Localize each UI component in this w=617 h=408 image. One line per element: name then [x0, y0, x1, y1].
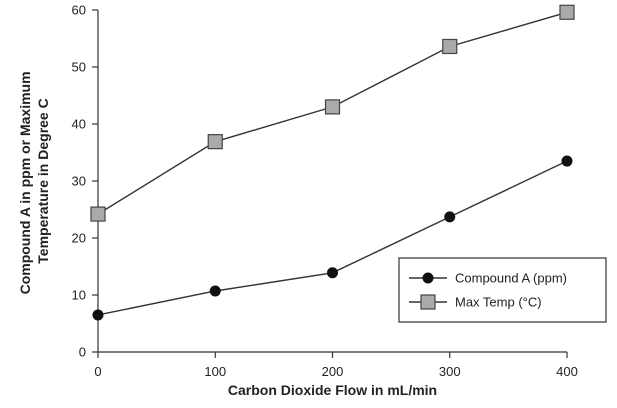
y-tick-label: 0: [79, 345, 86, 360]
x-tick-label: 100: [204, 364, 226, 379]
y-tick-label: 40: [72, 117, 86, 132]
y-tick-label: 50: [72, 60, 86, 75]
x-tick-label: 0: [94, 364, 101, 379]
y-tick-label: 10: [72, 288, 86, 303]
x-tick-label: 400: [556, 364, 578, 379]
x-tick-label: 200: [322, 364, 344, 379]
data-point-circle: [561, 155, 573, 167]
legend-marker-square: [420, 294, 436, 310]
series-max-temp: [90, 4, 575, 222]
data-point-circle: [92, 309, 104, 321]
legend-box: [398, 257, 607, 323]
y-axis-title-line-1: Compound A in ppm or Maximum: [17, 71, 33, 294]
y-axis-title-line-2: Temperature in Degree C: [35, 98, 51, 263]
series-lines: [90, 4, 575, 321]
y-tick-label: 20: [72, 231, 86, 246]
y-axis-title: Compound A in ppm or Maximum Temperature…: [17, 68, 51, 295]
legend-label: Max Temp (°C): [455, 295, 542, 310]
legend-marker-circle: [422, 272, 434, 284]
data-point-circle: [444, 211, 456, 223]
legend: Compound A (ppm) Max Temp (°C): [398, 257, 607, 323]
data-point-square: [324, 99, 341, 115]
data-point-square: [559, 4, 575, 20]
y-tick-label: 30: [72, 174, 86, 189]
data-point-square: [90, 206, 106, 222]
data-point-square: [207, 134, 223, 150]
legend-label: Compound A (ppm): [455, 271, 567, 286]
y-tick-label: 60: [72, 3, 86, 18]
axes: [92, 9, 568, 358]
series-compound-a: [92, 155, 573, 321]
x-tick-label: 300: [439, 364, 461, 379]
data-point-square: [442, 38, 458, 55]
data-point-circle: [327, 267, 338, 279]
tick-labels: 0 10 20 30 40 50 60 0 100 200 300 400: [72, 3, 578, 380]
data-point-circle: [209, 285, 221, 297]
x-axis-title: Carbon Dioxide Flow in mL/min: [228, 382, 437, 398]
